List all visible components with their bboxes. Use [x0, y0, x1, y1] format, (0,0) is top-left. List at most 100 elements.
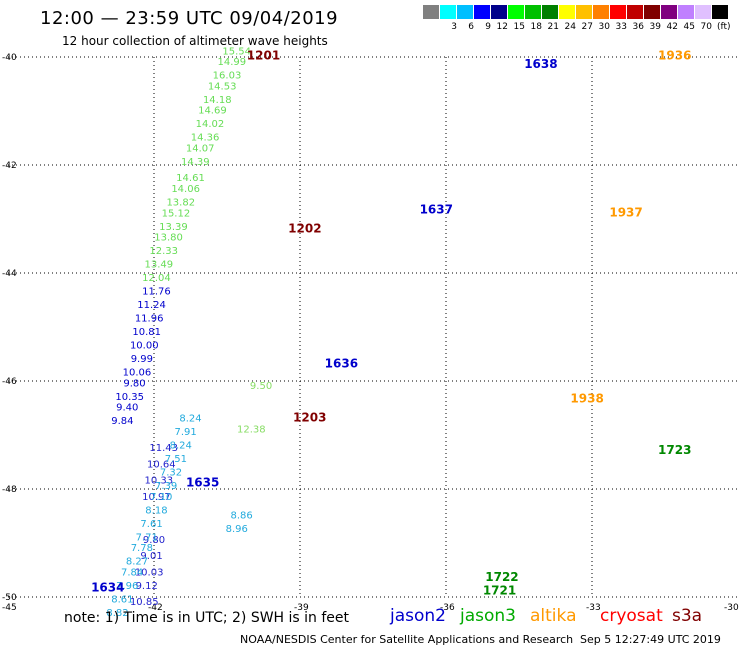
- data-point-label: 7.51: [165, 454, 187, 465]
- y-tick-label: -46: [2, 377, 17, 387]
- data-point-label: 11.24: [137, 300, 166, 311]
- x-tick-label: -30: [724, 603, 739, 613]
- chart-title: 12:00 — 23:59 UTC 09/04/2019: [40, 8, 339, 29]
- legend-swatch: [457, 5, 474, 19]
- data-point-label: 14.36: [191, 133, 220, 144]
- x-tick-label: -39: [294, 603, 309, 613]
- data-point-label: 13.80: [154, 233, 183, 244]
- data-point-label: 8.96: [226, 524, 248, 535]
- data-point-label: 11.43: [149, 443, 178, 454]
- legend-label: 36: [632, 22, 644, 32]
- data-point-label: 9.99: [131, 354, 153, 365]
- data-point-label: 13.49: [145, 260, 174, 271]
- data-point-label: 14.53: [208, 81, 237, 92]
- data-point-label: 9.80: [123, 378, 145, 389]
- legend-label: 9: [485, 22, 491, 32]
- data-point-label: 13.39: [159, 222, 188, 233]
- legend-label: 70: [700, 22, 712, 32]
- color-legend-labels: 3 6 9 12 15 18 21 24 27 30 33 36 39 42 45 70: [423, 22, 712, 32]
- data-point-label: 7.10: [150, 492, 172, 503]
- data-point-label: 10.85: [130, 597, 159, 608]
- y-tick-label: -42: [2, 161, 17, 171]
- x-tick-label: -42: [148, 603, 163, 613]
- data-point-label: 16.03: [213, 71, 242, 82]
- legend-label: 27: [581, 22, 593, 32]
- pass-time-label: 1634: [91, 581, 124, 595]
- data-point-label: 9.12: [136, 581, 158, 592]
- legend-swatch: [661, 5, 678, 19]
- data-point-label: 15.12: [162, 208, 191, 219]
- data-point-label: 15.54: [222, 46, 251, 57]
- data-point-label: 10.06: [123, 368, 152, 379]
- legend-label: 18: [530, 22, 542, 32]
- data-point-label: 14.39: [181, 157, 210, 168]
- pass-time-label: 1936: [658, 49, 691, 63]
- legend-swatch: [712, 5, 729, 19]
- footer-credit: NOAA/NESDIS Center for Satellite Applica…: [240, 633, 574, 646]
- legend-swatch: [491, 5, 508, 19]
- data-point-label: 10.81: [132, 327, 161, 338]
- legend-swatch: [644, 5, 661, 19]
- legend-jason3: jason3: [460, 606, 516, 626]
- data-point-label: 12.33: [149, 246, 178, 257]
- data-point-label: 8.24: [179, 414, 201, 425]
- data-point-label: 8.18: [145, 505, 167, 516]
- legend-label: 21: [547, 22, 559, 32]
- data-point-label: 7.96: [116, 581, 138, 592]
- data-point-label: 11.96: [135, 314, 164, 325]
- y-tick-label: -40: [2, 53, 17, 63]
- legend-cryosat: cryosat: [600, 606, 663, 626]
- legend-swatch: [610, 5, 627, 19]
- pass-time-label: 1202: [288, 222, 321, 236]
- data-point-label: 7.78: [131, 543, 153, 554]
- pass-time-label: 1638: [524, 57, 557, 71]
- legend-swatch: [440, 5, 457, 19]
- data-point-label: 14.99: [218, 57, 247, 68]
- data-point-label: 9.50: [250, 381, 272, 392]
- legend-swatch: [525, 5, 542, 19]
- data-point-label: 7.61: [140, 519, 162, 530]
- data-point-label: 12.38: [237, 424, 266, 435]
- legend-swatch: [695, 5, 712, 19]
- data-point-label: 14.61: [176, 173, 205, 184]
- pass-time-label: 1201: [247, 49, 280, 63]
- x-tick-label: -45: [2, 603, 17, 613]
- data-point-label: 14.06: [171, 184, 200, 195]
- data-point-label: 7.71: [136, 532, 158, 543]
- data-point-label: 8.82: [106, 608, 128, 619]
- data-point-label: 11.76: [142, 287, 171, 298]
- data-point-label: 10.35: [115, 392, 144, 403]
- data-point-label: 10.97: [142, 492, 171, 503]
- pass-time-label: 1938: [570, 392, 603, 406]
- data-point-label: 10.33: [145, 476, 174, 487]
- note-text: note: 1) Time is in UTC; 2) SWH is in fe…: [64, 610, 350, 626]
- legend-jason2: jason2: [390, 606, 446, 626]
- data-point-label: 8.24: [170, 441, 192, 452]
- data-point-label: 14.02: [196, 119, 225, 130]
- legend-label: 6: [468, 22, 474, 32]
- pass-time-label: 1721: [483, 583, 516, 597]
- pass-time-label: 1203: [293, 411, 326, 425]
- data-point-label: 14.18: [203, 95, 232, 106]
- pass-time-label: 1723: [658, 443, 691, 457]
- color-legend-bar: [423, 5, 729, 19]
- legend-swatch: [542, 5, 559, 19]
- legend-label: 39: [649, 22, 661, 32]
- chart-subtitle: 12 hour collection of altimeter wave hei…: [62, 34, 328, 48]
- data-point-label: 10.64: [147, 459, 176, 470]
- legend-swatch: [593, 5, 610, 19]
- legend-label: 33: [615, 22, 627, 32]
- legend-label: 15: [513, 22, 525, 32]
- data-point-label: 7.84: [121, 567, 143, 578]
- legend-swatch: [474, 5, 491, 19]
- data-point-label: 8.61: [111, 594, 133, 605]
- data-point-label: 9.01: [140, 551, 162, 562]
- legend-swatch: [627, 5, 644, 19]
- data-point-label: 8.86: [230, 511, 252, 522]
- pass-time-label: 1635: [186, 475, 219, 489]
- y-tick-label: -50: [2, 593, 17, 603]
- legend-label: 45: [683, 22, 695, 32]
- legend-altika: altika: [530, 606, 577, 626]
- y-tick-label: -48: [2, 485, 17, 495]
